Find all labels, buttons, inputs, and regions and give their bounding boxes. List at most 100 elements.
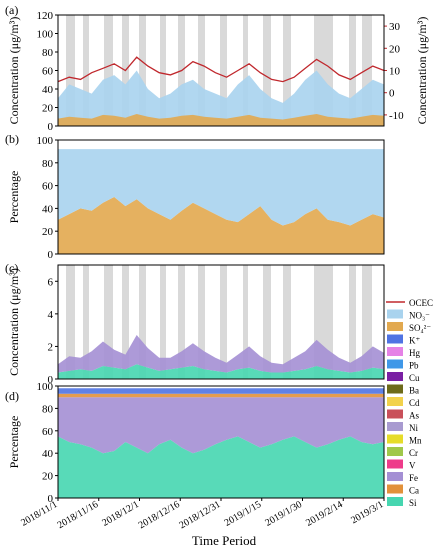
panel-label-b: (b) — [5, 132, 19, 146]
weekend-shading — [349, 15, 356, 126]
y-tick-label: 100 — [37, 381, 54, 393]
legend-swatch — [387, 372, 403, 381]
y-tick-label: 100 — [37, 135, 54, 147]
y-tick-label: 60 — [42, 66, 54, 78]
weekend-shading — [362, 15, 372, 126]
legend-swatch — [387, 422, 403, 431]
x-tick-label: 2018/12/31 — [178, 499, 223, 531]
x-tick-label: 2018/11/16 — [56, 499, 101, 531]
x-tick-label: 2019/2/14 — [304, 499, 345, 529]
legend-swatch — [387, 409, 403, 419]
y-tick-label: 20 — [42, 471, 54, 483]
y-axis-label: Percentage — [7, 171, 21, 224]
y-tick-label: 60 — [42, 181, 54, 193]
legend-swatch — [387, 347, 403, 356]
y-tick-label: 40 — [42, 203, 54, 215]
plot-frame — [57, 264, 385, 380]
panel-label-d: (d) — [5, 389, 19, 403]
legend-swatch — [387, 459, 403, 469]
weekend-shading — [83, 265, 89, 379]
series-area — [58, 197, 384, 254]
series-area — [58, 114, 384, 126]
series-area — [58, 70, 384, 126]
weekend-shading — [263, 15, 271, 126]
y-tick-label: 0 — [48, 493, 54, 505]
x-tick-label: 2018/12/1 — [100, 499, 141, 529]
legend-swatch — [387, 397, 403, 406]
weekend-shading — [83, 15, 89, 126]
series-area — [58, 388, 384, 394]
weekend-shading — [198, 15, 205, 126]
weekend-shading — [139, 15, 146, 126]
series-area — [58, 364, 384, 379]
series-area — [58, 397, 384, 454]
series-area — [58, 335, 384, 373]
weekend-shading — [263, 265, 271, 379]
y-axis-label: Concentration (μg/m³) — [7, 268, 21, 376]
y-tick-label: 0 — [48, 121, 54, 133]
weekend-shading — [122, 265, 129, 379]
series-area — [58, 393, 384, 398]
legend-swatch — [387, 309, 403, 319]
y-tick-label: 80 — [42, 158, 54, 170]
weekend-shading — [283, 265, 291, 379]
panel-label-a: (a) — [5, 3, 18, 17]
weekend-shading — [139, 265, 146, 379]
plot-frame — [57, 139, 385, 255]
weekend-shading — [198, 265, 205, 379]
weekend-shading — [283, 15, 291, 126]
x-tick-label: 2018/12/16 — [137, 499, 182, 531]
series-area — [58, 149, 384, 226]
y-tick-label: 2 — [48, 341, 54, 353]
y-tick-label: 0 — [48, 249, 54, 261]
y-axis-label: Concentration (μg/m³) — [415, 17, 429, 125]
legend-label: Cu — [409, 373, 420, 383]
legend-label: As — [409, 411, 419, 421]
weekend-shading — [243, 265, 248, 379]
weekend-shading — [220, 265, 227, 379]
y-tick-label: 60 — [42, 426, 54, 438]
legend-swatch — [387, 334, 403, 344]
weekend-shading — [349, 265, 356, 379]
legend-label: Pb — [409, 361, 419, 371]
legend-label: Cr — [409, 448, 418, 458]
x-tick-label: 2019/3/1 — [349, 499, 385, 526]
weekend-shading — [362, 265, 372, 379]
y-tick-label: 40 — [42, 84, 54, 96]
y-tick-label: 100 — [37, 29, 54, 41]
y-tick-label: 10 — [389, 66, 401, 78]
weekend-shading — [66, 265, 75, 379]
legend-swatch — [387, 472, 403, 481]
weekend-shading — [104, 265, 113, 379]
x-tick-label: 2019/1/15 — [223, 499, 264, 529]
weekend-shading — [220, 15, 227, 126]
y-tick-label: 80 — [42, 47, 54, 59]
weekend-shading — [160, 265, 166, 379]
x-tick-label: 2019/1/30 — [263, 499, 304, 529]
legend-swatch — [387, 484, 403, 494]
legend-swatch — [387, 497, 403, 506]
y-tick-label: 4 — [48, 309, 54, 321]
x-tick-label: 2018/11/1 — [19, 499, 59, 529]
legend-swatch — [387, 447, 403, 456]
weekend-shading — [243, 15, 248, 126]
y-tick-label: 20 — [389, 43, 401, 55]
weekend-shading — [66, 15, 75, 126]
legend-label: OCEC — [409, 298, 433, 308]
legend-swatch — [387, 434, 403, 444]
y-tick-label: 0 — [48, 374, 54, 386]
legend-label: Cd — [409, 398, 420, 408]
y-axis-label: Percentage — [7, 416, 21, 469]
y-tick-label: 40 — [42, 448, 54, 460]
y-tick-label: 0 — [389, 88, 395, 100]
y-tick-label: -10 — [389, 110, 404, 122]
weekend-shading — [160, 15, 166, 126]
y-tick-label: 20 — [42, 103, 54, 115]
y-axis-label: Concentration (μg/m³) — [7, 17, 21, 125]
weekend-shading — [104, 15, 113, 126]
legend-label: Fe — [409, 473, 418, 483]
series-area — [58, 436, 384, 498]
legend-label: NO₃⁻ — [409, 311, 430, 321]
y-tick-label: 20 — [42, 226, 54, 238]
